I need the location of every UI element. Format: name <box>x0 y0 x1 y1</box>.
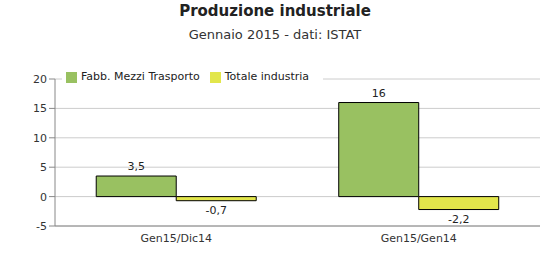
svg-text:5: 5 <box>40 161 47 174</box>
svg-text:16: 16 <box>372 87 386 100</box>
svg-text:Gen15/Dic14: Gen15/Dic14 <box>140 232 212 245</box>
svg-text:-0,7: -0,7 <box>205 204 226 217</box>
svg-text:20: 20 <box>33 73 47 86</box>
svg-text:-5: -5 <box>36 220 47 233</box>
svg-text:Gen15/Gen14: Gen15/Gen14 <box>381 232 457 245</box>
svg-text:10: 10 <box>33 132 47 145</box>
html-text:Fabb. Mezzi Trasporto: Fabb. Mezzi Trasporto <box>81 70 200 83</box>
svg-text:15: 15 <box>33 102 47 115</box>
html-text:Totale industria: Totale industria <box>224 70 310 83</box>
html-text:Gennaio 2015 - dati: ISTAT: Gennaio 2015 - dati: ISTAT <box>188 27 362 42</box>
html-text:Produzione industriale: Produzione industriale <box>179 2 371 20</box>
svg-text:3,5: 3,5 <box>127 160 145 173</box>
svg-text:-2,2: -2,2 <box>448 213 469 226</box>
svg-text:0: 0 <box>40 191 47 204</box>
